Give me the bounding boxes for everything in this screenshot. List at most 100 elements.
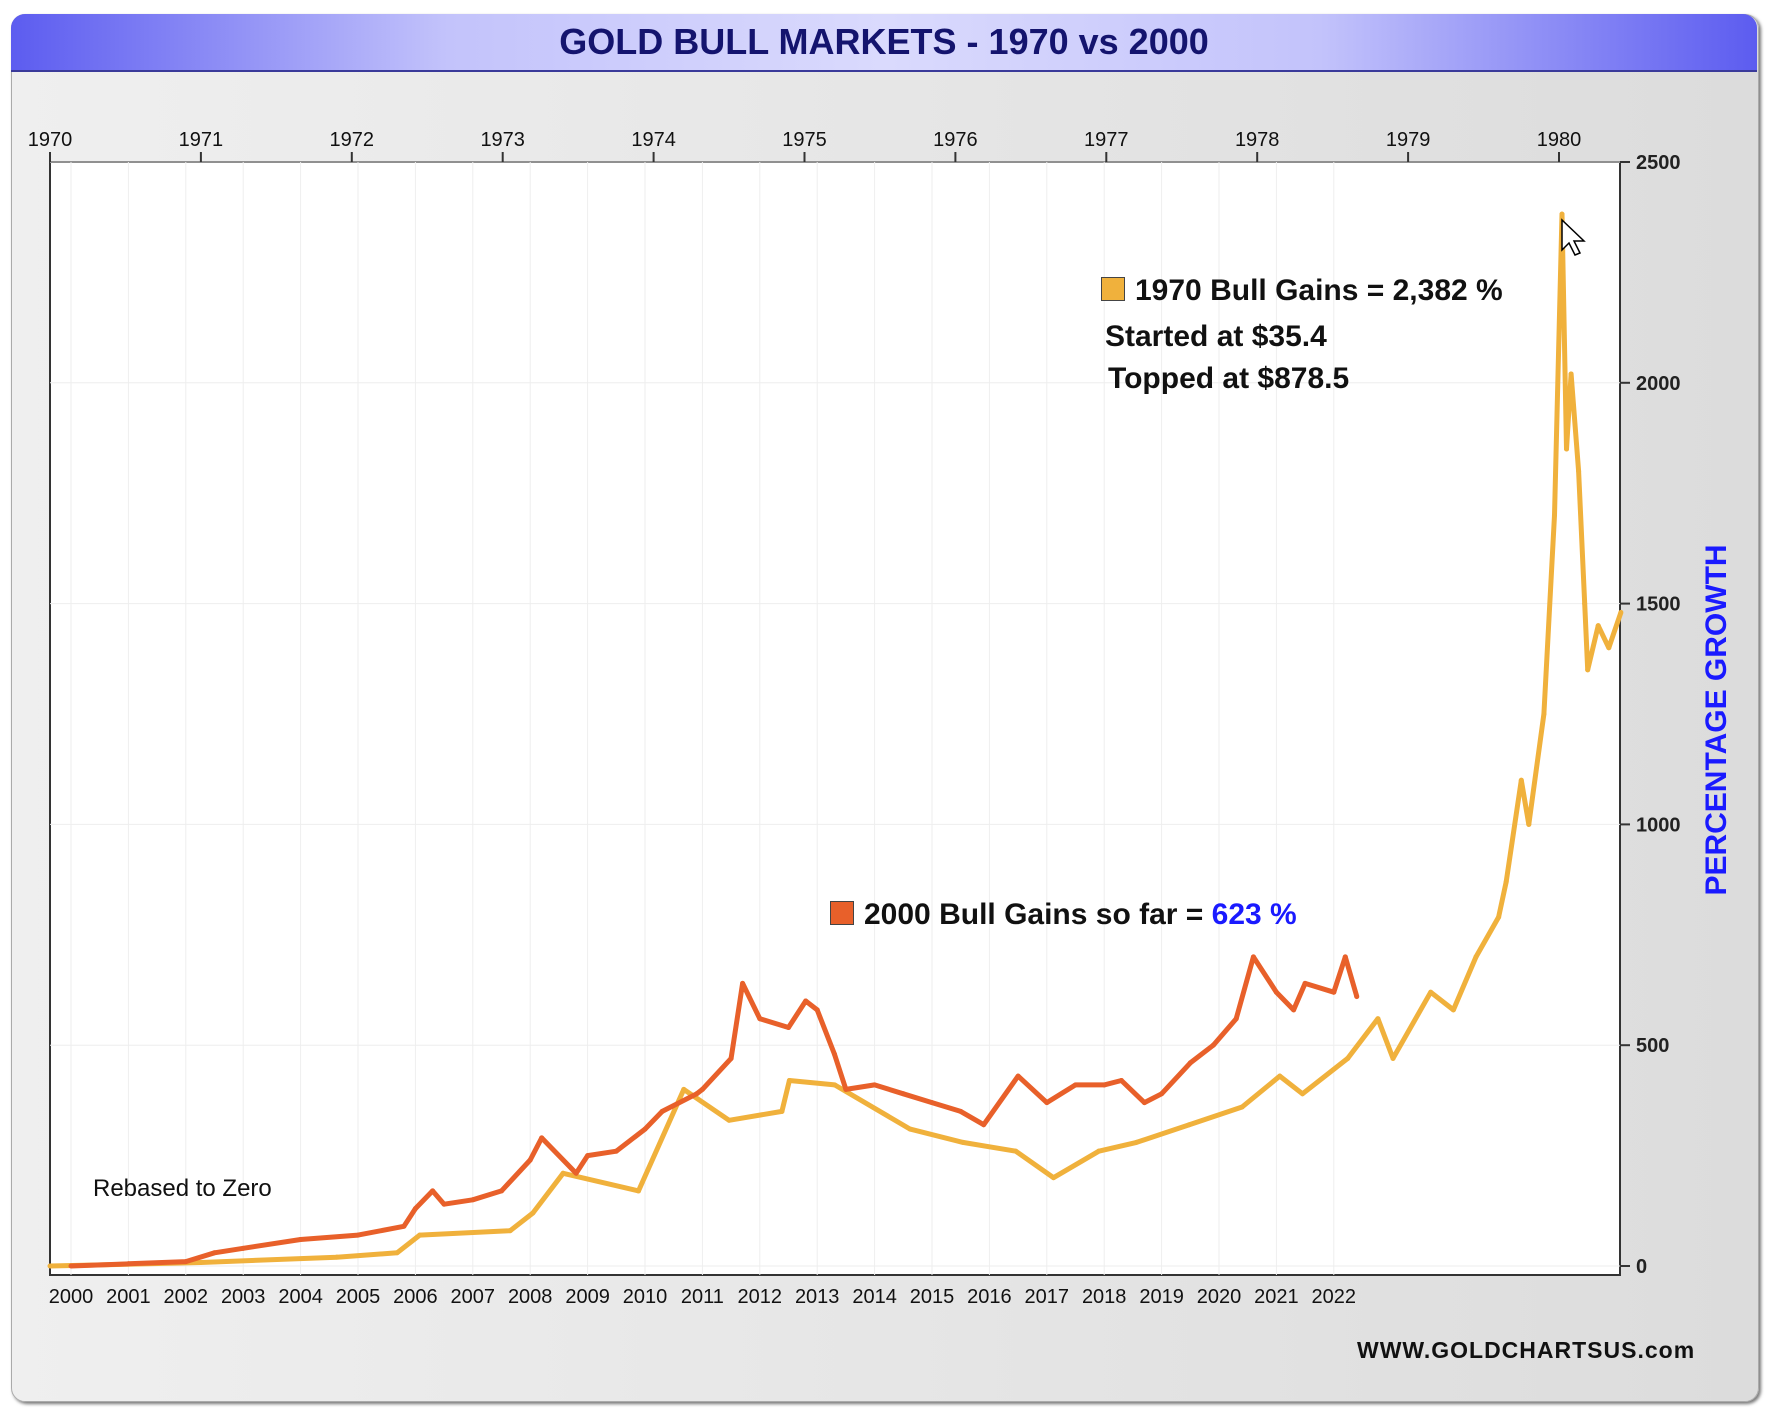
- data-point-top: [1299, 1091, 1305, 1097]
- data-point-bottom: [355, 1232, 361, 1238]
- x-tick-label-bottom: 2008: [508, 1286, 553, 1308]
- data-point-top: [1585, 667, 1591, 673]
- legend-2000-value: 623 %: [1211, 898, 1297, 931]
- data-point-top: [1239, 1104, 1245, 1110]
- data-point-top: [507, 1228, 513, 1234]
- data-point-bottom: [1331, 989, 1337, 995]
- data-point-bottom: [1273, 989, 1279, 995]
- data-point-top: [1582, 601, 1588, 607]
- data-point-top: [1606, 645, 1612, 651]
- x-tick-label-bottom: 2010: [623, 1286, 668, 1308]
- legend-1970-text: 1970 Bull Gains = 2,382 %: [1135, 274, 1503, 307]
- data-point-bottom: [183, 1259, 189, 1265]
- data-point-top: [1559, 211, 1565, 217]
- data-point-bottom: [929, 1100, 935, 1106]
- x-tick-label-bottom: 2011: [681, 1286, 724, 1308]
- data-point-top: [1526, 821, 1532, 827]
- data-point-bottom: [1250, 954, 1256, 960]
- data-point-top: [726, 1117, 732, 1123]
- data-point-top: [786, 1078, 792, 1084]
- data-point-top: [1595, 623, 1601, 629]
- x-tick-label-bottom: 2017: [1025, 1286, 1070, 1308]
- legend-swatch-1970: [1101, 277, 1125, 301]
- data-point-bottom: [642, 1126, 648, 1132]
- x-tick-label-bottom: 2016: [967, 1286, 1012, 1308]
- y-tick-label: 2500: [1636, 152, 1681, 174]
- data-point-top: [530, 1210, 536, 1216]
- data-point-top: [681, 1086, 687, 1092]
- data-point-top: [1450, 1007, 1456, 1013]
- data-point-top: [1428, 989, 1434, 995]
- x-tick-label-top: 1975: [782, 129, 827, 151]
- plot-area: [49, 161, 1621, 1276]
- data-point-top: [1096, 1148, 1102, 1154]
- data-point-top: [1496, 914, 1502, 920]
- x-tick-label-bottom: 2013: [795, 1286, 840, 1308]
- data-point-bottom: [470, 1197, 476, 1203]
- data-point-bottom: [1302, 980, 1308, 986]
- data-point-bottom: [441, 1201, 447, 1207]
- x-tick-label-bottom: 2021: [1254, 1286, 1299, 1308]
- x-tick-label-bottom: 2014: [852, 1286, 897, 1308]
- data-point-bottom: [958, 1108, 964, 1114]
- x-tick-label-top: 1974: [631, 129, 676, 151]
- data-point-bottom: [613, 1148, 619, 1154]
- data-point-top: [960, 1139, 966, 1145]
- x-tick-label-bottom: 2000: [49, 1286, 94, 1308]
- x-tick-label-top: 1976: [933, 129, 978, 151]
- data-point-bottom: [1118, 1078, 1124, 1084]
- x-tick-label-bottom: 2006: [393, 1286, 438, 1308]
- data-point-bottom: [757, 1016, 763, 1022]
- data-point-top: [1345, 1055, 1351, 1061]
- x-tick-label-bottom: 2009: [565, 1286, 610, 1308]
- cursor-icon: [1561, 218, 1586, 256]
- started-annotation: Started at $35.4: [1105, 320, 1327, 353]
- data-point-bottom: [527, 1157, 533, 1163]
- y-axis-title: PERCENTAGE GROWTH: [1700, 544, 1733, 896]
- series-line-bottom: [70, 954, 1360, 1269]
- data-point-bottom: [1141, 1100, 1147, 1106]
- data-point-bottom: [1044, 1100, 1050, 1106]
- data-point-bottom: [585, 1153, 591, 1159]
- data-point-top: [1541, 711, 1547, 717]
- data-point-bottom: [1354, 994, 1360, 1000]
- data-point-top: [832, 1082, 838, 1088]
- data-point-bottom: [1210, 1042, 1216, 1048]
- data-point-top: [1576, 468, 1582, 474]
- x-tick-label-top: 1978: [1235, 129, 1280, 151]
- x-tick-label-bottom: 2020: [1197, 1286, 1242, 1308]
- data-point-bottom: [728, 1055, 734, 1061]
- data-point-top: [907, 1126, 913, 1132]
- data-point-bottom: [125, 1261, 131, 1267]
- data-point-top: [1133, 1139, 1139, 1145]
- data-point-top: [1473, 954, 1479, 960]
- y-tick-label: 1500: [1636, 594, 1681, 616]
- data-point-top: [779, 1108, 785, 1114]
- data-point-bottom: [240, 1245, 246, 1251]
- data-point-bottom: [412, 1206, 418, 1212]
- rebased-note: Rebased to Zero: [93, 1175, 272, 1202]
- data-point-bottom: [814, 1007, 820, 1013]
- data-point-bottom: [659, 1108, 665, 1114]
- data-point-bottom: [1073, 1082, 1078, 1088]
- legend-swatch-2000: [830, 901, 854, 925]
- x-tick-label-top: 1980: [1537, 129, 1582, 151]
- data-point-bottom: [803, 998, 809, 1004]
- data-point-top: [560, 1170, 566, 1176]
- legend-2000: 2000 Bull Gains so far = 623 %: [830, 898, 1297, 932]
- data-point-bottom: [786, 1025, 791, 1031]
- source-watermark: WWW.GOLDCHARTSUS.com: [1357, 1337, 1696, 1363]
- data-point-top: [1013, 1148, 1019, 1154]
- title-bar: GOLD BULL MARKETS - 1970 vs 2000: [11, 14, 1757, 72]
- data-point-bottom: [298, 1237, 304, 1243]
- legend-2000-text: 2000 Bull Gains so far =: [864, 898, 1212, 931]
- data-point-bottom: [212, 1250, 217, 1256]
- x-tick-label-bottom: 2005: [336, 1286, 381, 1308]
- y-tick-label: 0: [1636, 1256, 1647, 1278]
- y-tick-label: 2000: [1636, 373, 1681, 395]
- x-tick-label-top: 1977: [1084, 129, 1129, 151]
- y-tick-label: 500: [1636, 1035, 1669, 1057]
- data-point-bottom: [68, 1263, 74, 1269]
- data-point-bottom: [1101, 1082, 1107, 1088]
